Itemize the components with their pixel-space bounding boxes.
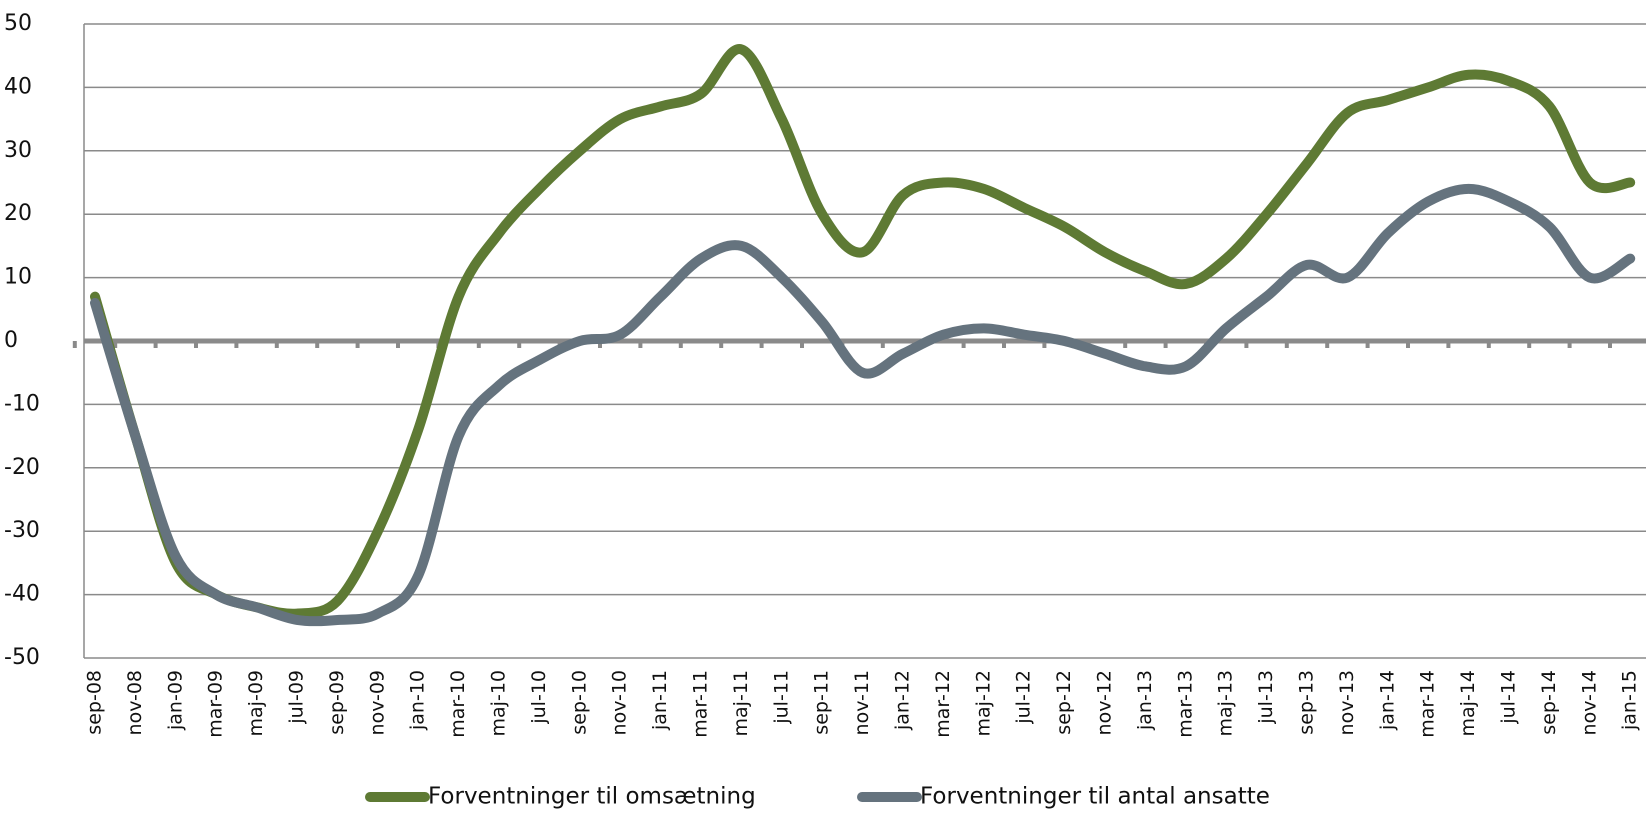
x-tick-label: jul-09: [286, 670, 308, 725]
y-tick-label: 30: [4, 138, 32, 163]
x-tick-label: nov-10: [609, 670, 631, 735]
x-tick-label: jan-11: [649, 670, 671, 731]
y-tick-label: -30: [4, 518, 40, 543]
x-tick-label: jul-14: [1498, 670, 1520, 725]
x-tick-label: mar-10: [447, 670, 469, 738]
x-tick-label: maj-11: [730, 670, 752, 736]
x-tick-label: maj-13: [1215, 670, 1237, 736]
y-tick-label: -40: [4, 582, 40, 607]
y-tick-label: 50: [4, 11, 32, 36]
x-tick-label: sep-09: [326, 670, 348, 735]
x-tick-label: jan-12: [892, 670, 914, 731]
x-tick-label: mar-13: [1174, 670, 1196, 738]
y-tick-label: 20: [4, 201, 32, 226]
x-tick-label: jul-12: [1013, 670, 1035, 725]
x-tick-label: sep-08: [84, 670, 106, 735]
legend-label: Forventninger til omsætning: [428, 784, 756, 810]
x-tick-label: sep-12: [1053, 670, 1075, 735]
x-tick-label: nov-14: [1578, 670, 1600, 735]
x-tick-label: mar-14: [1417, 670, 1439, 738]
x-tick-label: jul-10: [528, 670, 550, 725]
y-tick-label: 0: [4, 328, 18, 353]
x-tick-label: jan-09: [164, 670, 186, 731]
x-tick-label: jan-14: [1376, 670, 1398, 731]
x-tick-label: sep-11: [811, 670, 833, 735]
y-tick-label: -10: [4, 391, 40, 416]
x-tick-label: jul-11: [770, 670, 792, 725]
x-tick-label: mar-12: [932, 670, 954, 738]
x-tick-label: maj-10: [488, 670, 510, 736]
x-tick-label: maj-09: [245, 670, 267, 736]
series-line: [90, 44, 1636, 619]
x-tick-label: nov-12: [1094, 670, 1116, 735]
x-tick-label: jan-15: [1619, 670, 1641, 731]
y-tick-label: 10: [4, 265, 32, 290]
series-line: [90, 183, 1636, 627]
x-tick-label: nov-13: [1336, 670, 1358, 735]
x-tick-label: maj-12: [972, 670, 994, 736]
x-tick-label: nov-11: [851, 670, 873, 735]
x-tick-label: sep-10: [568, 670, 590, 735]
x-tick-label: sep-13: [1296, 670, 1318, 735]
legend-label: Forventninger til antal ansatte: [920, 784, 1270, 810]
x-tick-label: mar-09: [205, 670, 227, 738]
x-tick-label: nov-08: [124, 670, 146, 735]
x-tick-label: mar-11: [690, 670, 712, 738]
y-tick-label: 40: [4, 74, 32, 99]
y-tick-label: -20: [4, 455, 40, 480]
x-tick-label: jul-13: [1255, 670, 1277, 725]
x-tick-label: jan-10: [407, 670, 429, 731]
x-tick-label: maj-14: [1457, 670, 1479, 736]
y-tick-label: -50: [4, 645, 40, 670]
x-tick-label: jan-13: [1134, 670, 1156, 731]
x-tick-label: nov-09: [366, 670, 388, 735]
x-tick-label: sep-14: [1538, 670, 1560, 735]
